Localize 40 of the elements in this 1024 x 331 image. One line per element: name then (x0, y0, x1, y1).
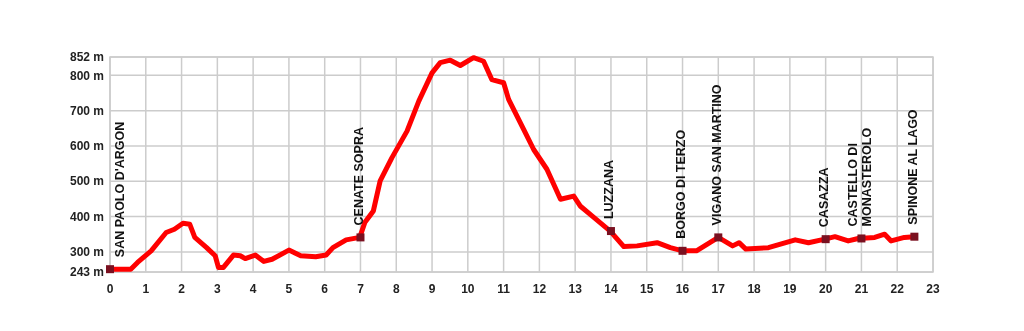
y-tick-label: 600 m (69, 139, 104, 154)
x-tick-label: 4 (249, 282, 257, 296)
x-tick-label: 7 (357, 282, 365, 296)
y-tick-label: 700 m (69, 103, 104, 118)
annotation: LUZZANA (602, 160, 617, 220)
x-tick-label: 9 (428, 282, 436, 296)
x-tick-label: 23 (926, 282, 940, 296)
annotation: VIGANO SAN MARTINO (709, 84, 724, 226)
annotation: CASAZZA (817, 167, 832, 228)
annotation: SPINONE AL LAGO (905, 109, 920, 225)
y-tick-label: 500 m (69, 174, 104, 189)
x-tick-label: 2 (178, 282, 186, 296)
x-tick-label: 18 (747, 282, 762, 296)
x-tick-label: 15 (640, 282, 654, 296)
x-tick-label: 1 (142, 282, 150, 296)
x-tick-label: 16 (675, 282, 690, 296)
y-tick-label: 852 m (69, 50, 104, 65)
x-tick-label: 8 (392, 282, 400, 296)
annotation: CASTELLO DI MONASTEROLO (845, 127, 874, 227)
x-tick-label: 10 (461, 282, 475, 296)
x-tick-label: 0 (106, 282, 114, 296)
x-tick-label: 3 (214, 282, 221, 296)
y-tick-label: 300 m (69, 245, 104, 260)
y-tick-label: 243 m (69, 265, 104, 280)
annotation: SAN PAOLO D'ARGON (112, 121, 127, 258)
x-tick-label: 21 (854, 282, 869, 296)
x-tick-label: 13 (568, 282, 583, 296)
x-tick-label: 20 (818, 282, 833, 296)
x-tick-label: 12 (532, 282, 547, 296)
x-tick-label: 11 (497, 282, 511, 296)
x-tick-label: 17 (711, 282, 726, 296)
y-tick-label: 800 m (69, 68, 104, 83)
x-tick-label: 22 (890, 282, 905, 296)
annotation: BORGO DI TERZO (674, 129, 689, 239)
annotation: CENATE SOPRA (351, 127, 366, 226)
x-tick-label: 19 (783, 282, 797, 296)
x-tick-label: 5 (285, 282, 293, 296)
y-tick-label: 400 m (69, 209, 104, 224)
x-tick-label: 6 (321, 282, 329, 296)
x-tick-label: 14 (604, 282, 618, 296)
